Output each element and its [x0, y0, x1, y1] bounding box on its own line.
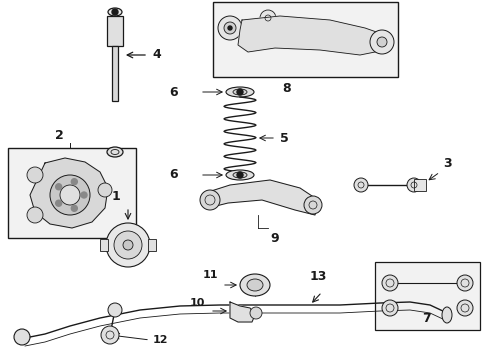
Circle shape: [123, 240, 133, 250]
Text: 5: 5: [280, 131, 289, 144]
Circle shape: [72, 179, 77, 185]
Circle shape: [27, 167, 43, 183]
Bar: [375, 262, 480, 330]
Ellipse shape: [233, 172, 247, 178]
Circle shape: [457, 300, 473, 316]
Circle shape: [101, 326, 119, 344]
Text: 6: 6: [170, 168, 178, 181]
Polygon shape: [205, 180, 318, 215]
Bar: [112, 46, 118, 101]
Circle shape: [50, 175, 90, 215]
Ellipse shape: [442, 307, 452, 323]
Circle shape: [27, 207, 43, 223]
Ellipse shape: [247, 279, 263, 291]
Circle shape: [81, 192, 87, 198]
Ellipse shape: [108, 8, 122, 16]
Circle shape: [14, 329, 30, 345]
Circle shape: [218, 16, 242, 40]
Ellipse shape: [233, 89, 247, 95]
Text: 2: 2: [55, 129, 64, 142]
Circle shape: [60, 185, 80, 205]
Circle shape: [382, 300, 398, 316]
Circle shape: [250, 307, 262, 319]
Text: 12: 12: [153, 335, 169, 345]
Ellipse shape: [226, 87, 254, 97]
Text: 1: 1: [111, 190, 120, 203]
Circle shape: [72, 205, 77, 211]
Circle shape: [114, 231, 142, 259]
Text: 6: 6: [170, 85, 178, 99]
Circle shape: [237, 89, 243, 95]
Text: 7: 7: [422, 312, 431, 325]
Text: 3: 3: [443, 157, 452, 170]
Circle shape: [382, 275, 398, 291]
Ellipse shape: [107, 147, 123, 157]
Circle shape: [228, 26, 232, 30]
Circle shape: [200, 190, 220, 210]
Circle shape: [407, 178, 421, 192]
Circle shape: [98, 183, 112, 197]
Circle shape: [112, 9, 118, 15]
Circle shape: [224, 22, 236, 34]
Text: 11: 11: [202, 270, 218, 280]
Circle shape: [354, 178, 368, 192]
Text: 10: 10: [190, 298, 205, 308]
Circle shape: [237, 172, 243, 178]
Text: 8: 8: [282, 82, 291, 95]
Circle shape: [377, 37, 387, 47]
Ellipse shape: [226, 170, 254, 180]
Circle shape: [56, 200, 62, 206]
Bar: [213, 2, 398, 77]
Bar: [100, 239, 108, 251]
Polygon shape: [30, 158, 108, 228]
Bar: [148, 239, 156, 251]
Bar: [8, 148, 136, 238]
Circle shape: [56, 184, 62, 190]
Circle shape: [457, 275, 473, 291]
Bar: [107, 16, 123, 46]
Ellipse shape: [240, 274, 270, 296]
Circle shape: [370, 30, 394, 54]
Circle shape: [260, 10, 276, 26]
Bar: [414, 179, 426, 191]
Circle shape: [106, 223, 150, 267]
Polygon shape: [238, 16, 385, 55]
Text: 4: 4: [152, 49, 161, 62]
Text: 9: 9: [270, 232, 279, 245]
Circle shape: [304, 196, 322, 214]
Text: 13: 13: [310, 270, 327, 283]
Polygon shape: [230, 302, 255, 322]
Circle shape: [108, 303, 122, 317]
